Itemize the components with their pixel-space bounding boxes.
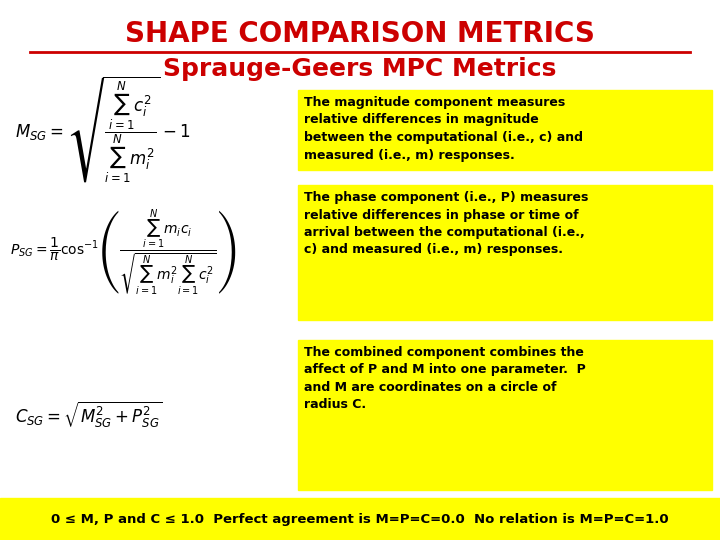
Text: 0 ≤ M, P and C ≤ 1.0  Perfect agreement is M=P=C=0.0  No relation is M=P=C=1.0: 0 ≤ M, P and C ≤ 1.0 Perfect agreement i… [51, 512, 669, 525]
Text: The combined component combines the
affect of P and M into one parameter.  P
and: The combined component combines the affe… [304, 346, 586, 411]
Text: The phase component (i.e., P) measures
relative differences in phase or time of
: The phase component (i.e., P) measures r… [304, 191, 588, 256]
FancyBboxPatch shape [0, 498, 720, 540]
Text: Sprauge-Geers MPC Metrics: Sprauge-Geers MPC Metrics [163, 57, 557, 81]
Text: SHAPE COMPARISON METRICS: SHAPE COMPARISON METRICS [125, 20, 595, 48]
Text: $P_{SG} = \dfrac{1}{\pi} \cos^{-1}\!\left(\dfrac{\sum_{i=1}^{N} m_i c_i}{\sqrt{\: $P_{SG} = \dfrac{1}{\pi} \cos^{-1}\!\lef… [10, 207, 237, 298]
Text: $C_{SG} = \sqrt{M_{SG}^2 + P_{SG}^2}$: $C_{SG} = \sqrt{M_{SG}^2 + P_{SG}^2}$ [15, 400, 163, 430]
Text: $M_{SG} = \sqrt{\dfrac{\sum_{i=1}^{N} c_i^2}{\sum_{i=1}^{N} m_i^2}} - 1$: $M_{SG} = \sqrt{\dfrac{\sum_{i=1}^{N} c_… [15, 75, 190, 185]
Text: The magnitude component measures
relative differences in magnitude
between the c: The magnitude component measures relativ… [304, 96, 583, 161]
FancyBboxPatch shape [298, 340, 712, 490]
FancyBboxPatch shape [298, 90, 712, 170]
FancyBboxPatch shape [298, 185, 712, 320]
